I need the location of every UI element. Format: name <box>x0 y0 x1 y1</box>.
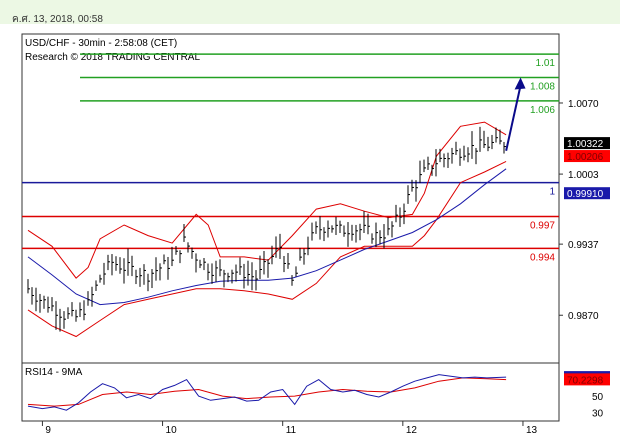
rsi-ma-line <box>27 377 507 407</box>
header-bar <box>0 0 620 24</box>
x-tick-label-0: 9 <box>45 425 51 436</box>
x-tick-label-4: 13 <box>526 425 538 436</box>
moving-average <box>27 168 507 306</box>
level-label-0: 1.01 <box>536 58 556 69</box>
forecast-arrow <box>505 77 526 151</box>
x-tick-label-3: 12 <box>406 425 418 436</box>
x-tick-label-1: 10 <box>166 425 178 436</box>
chart-title: USD/CHF - 30min - 2:58:08 (CET) <box>25 38 177 49</box>
price-tag-pivot-box <box>564 187 610 200</box>
main-plot-frame <box>21 33 560 364</box>
price-tags: 1.00322 1.00206 0.99910 <box>564 137 610 200</box>
rsi-title: RSI14 - 9MA <box>25 367 83 378</box>
forecast-arrow-shaft <box>505 85 522 151</box>
rsi-y-tick-label-2: 30 <box>592 409 604 420</box>
price-tag-ma-box <box>564 150 610 163</box>
y-tick-label-0: 1.0070 <box>568 99 599 110</box>
x-axis-ticks: 9 10 11 12 13 <box>41 421 538 436</box>
y-tick-label-1: 1.0003 <box>568 170 599 181</box>
y-tick-label-3: 0.9870 <box>568 311 599 322</box>
chart-subtitle: Research © 2018 TRADING CENTRAL <box>25 52 200 63</box>
bollinger-bands <box>27 121 507 338</box>
forecast-arrow-head <box>514 77 526 90</box>
timestamp: ค.ศ. 13, 2018, 00:58 <box>12 14 103 25</box>
rsi-tag-ma-box <box>564 373 610 386</box>
x-tick-label-2: 11 <box>286 425 297 436</box>
bollinger-upper <box>27 121 507 279</box>
y-tick-label-2: 0.9937 <box>568 240 599 251</box>
rsi-line <box>27 374 507 411</box>
rsi-plot-frame <box>21 362 560 422</box>
price-tag-last-label: 1.00322 <box>567 139 604 150</box>
level-lines: 1.01 1.008 1.006 1 0.997 0.994 <box>22 53 559 263</box>
price-tag-pivot-label: 0.99910 <box>567 189 604 200</box>
rsi-panel: 72.970470.2298 <box>27 371 610 411</box>
level-label-5: 0.994 <box>530 252 555 263</box>
level-label-2: 1.006 <box>530 105 555 116</box>
bollinger-lower <box>27 160 507 338</box>
rsi-y-tick-label-1: 50 <box>592 392 604 403</box>
rsi-tag-ma-label: 70.2298 <box>567 375 604 386</box>
moving-average-line <box>27 168 507 306</box>
level-label-3: 1 <box>549 187 555 198</box>
level-label-1: 1.008 <box>530 82 555 93</box>
price-tag-ma-label: 1.00206 <box>567 152 604 163</box>
level-label-4: 0.997 <box>530 221 555 232</box>
price-bars <box>27 126 507 332</box>
price-tag-last-box <box>564 137 610 150</box>
